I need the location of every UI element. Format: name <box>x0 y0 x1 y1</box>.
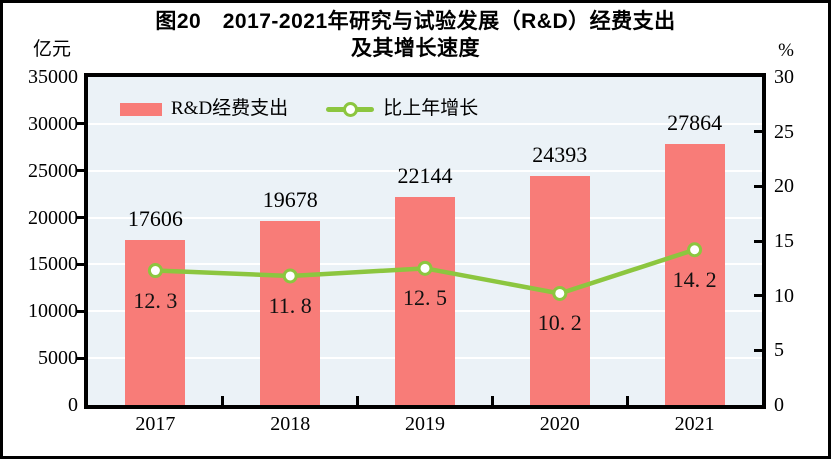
gridline <box>88 169 762 172</box>
legend-line-label: 比上年增长 <box>383 98 479 119</box>
x-axis-label: 2018 <box>270 413 311 435</box>
x-axis-tick <box>625 396 629 405</box>
right-axis-tick-label: 15 <box>774 230 794 252</box>
growth-line-layer <box>147 242 703 301</box>
left-axis-tick-label: 25000 <box>28 159 78 182</box>
right-axis-tick <box>754 239 762 243</box>
right-axis-tick <box>754 130 762 134</box>
left-axis-tick-label: 35000 <box>28 66 78 88</box>
x-axis-label: 2017 <box>135 413 176 435</box>
legend-item-line: 比上年增长 <box>326 97 478 121</box>
x-axis-tick <box>490 396 494 405</box>
bar-series-swatch <box>120 102 162 116</box>
right-axis-tick-label: 20 <box>774 175 794 198</box>
legend-item-bar: R&D经费支出 <box>120 97 288 121</box>
growth-value-label: 12. 3 <box>133 287 178 313</box>
growth-value-label: 12. 5 <box>402 285 447 311</box>
x-axis-label: 2021 <box>674 413 715 435</box>
right-axis-unit: % <box>778 40 794 61</box>
left-axis-tick-label: 0 <box>68 394 78 416</box>
data-point-marker <box>417 260 433 276</box>
bar-value-label: 19678 <box>262 186 318 212</box>
bar-value-label: 17606 <box>127 206 183 232</box>
left-axis-tick-label: 30000 <box>28 112 78 135</box>
right-axis-tick-label: 5 <box>774 339 784 362</box>
left-axis-tick <box>76 169 84 173</box>
bar <box>664 143 725 405</box>
data-point-marker <box>687 242 703 258</box>
right-axis-tick-label: 0 <box>774 394 784 416</box>
x-axis-tick <box>221 396 225 405</box>
data-point-marker <box>552 285 568 301</box>
legend-bar-label: R&D经费支出 <box>171 98 289 119</box>
bar <box>395 197 455 405</box>
figure-title-line2: 及其增长速度 <box>351 37 480 60</box>
x-axis-tick <box>356 396 360 405</box>
figure-title-line1: 图20 2017-2021年研究与试验发展（R&D）经费支出 <box>155 10 676 33</box>
growth-value-label: 14. 2 <box>672 266 717 292</box>
plot-area: R&D经费支出 比上年增长 17606 19678 22144 24393 27864 1… <box>84 73 766 409</box>
data-point-marker <box>282 268 298 284</box>
left-axis-tick <box>76 216 84 220</box>
left-axis-tick <box>76 262 84 266</box>
right-axis-tick <box>754 184 762 188</box>
line-series-marker-sample <box>326 101 375 117</box>
right-axis-tick-label: 30 <box>774 66 794 88</box>
bar-value-label: 22144 <box>397 163 453 189</box>
left-axis-tick-label: 15000 <box>28 253 78 276</box>
bar-value-label: 27864 <box>667 109 723 135</box>
data-point-marker <box>147 263 163 279</box>
bar <box>260 220 321 405</box>
left-axis-tick-label: 10000 <box>28 300 78 323</box>
right-axis-tick-label: 10 <box>774 284 794 307</box>
x-axis-label: 2019 <box>404 413 445 435</box>
left-axis-tick-label: 5000 <box>38 347 78 370</box>
x-axis-label: 2020 <box>539 413 580 435</box>
right-axis-tick-label: 25 <box>774 120 794 143</box>
left-axis-tick <box>76 356 84 360</box>
bar-value-label: 24393 <box>532 142 588 168</box>
left-axis-tick <box>76 122 84 126</box>
growth-value-label: 11. 8 <box>268 292 312 318</box>
left-axis-unit: 亿元 <box>32 39 71 60</box>
gridline <box>88 122 762 125</box>
left-axis-tick-label: 20000 <box>28 206 78 229</box>
legend: R&D经费支出 比上年增长 <box>120 97 478 121</box>
left-axis-tick <box>76 309 84 313</box>
right-axis-tick <box>754 294 762 298</box>
line-sample-dot <box>343 101 359 117</box>
growth-value-label: 10. 2 <box>537 310 582 336</box>
right-axis-tick <box>754 348 762 352</box>
